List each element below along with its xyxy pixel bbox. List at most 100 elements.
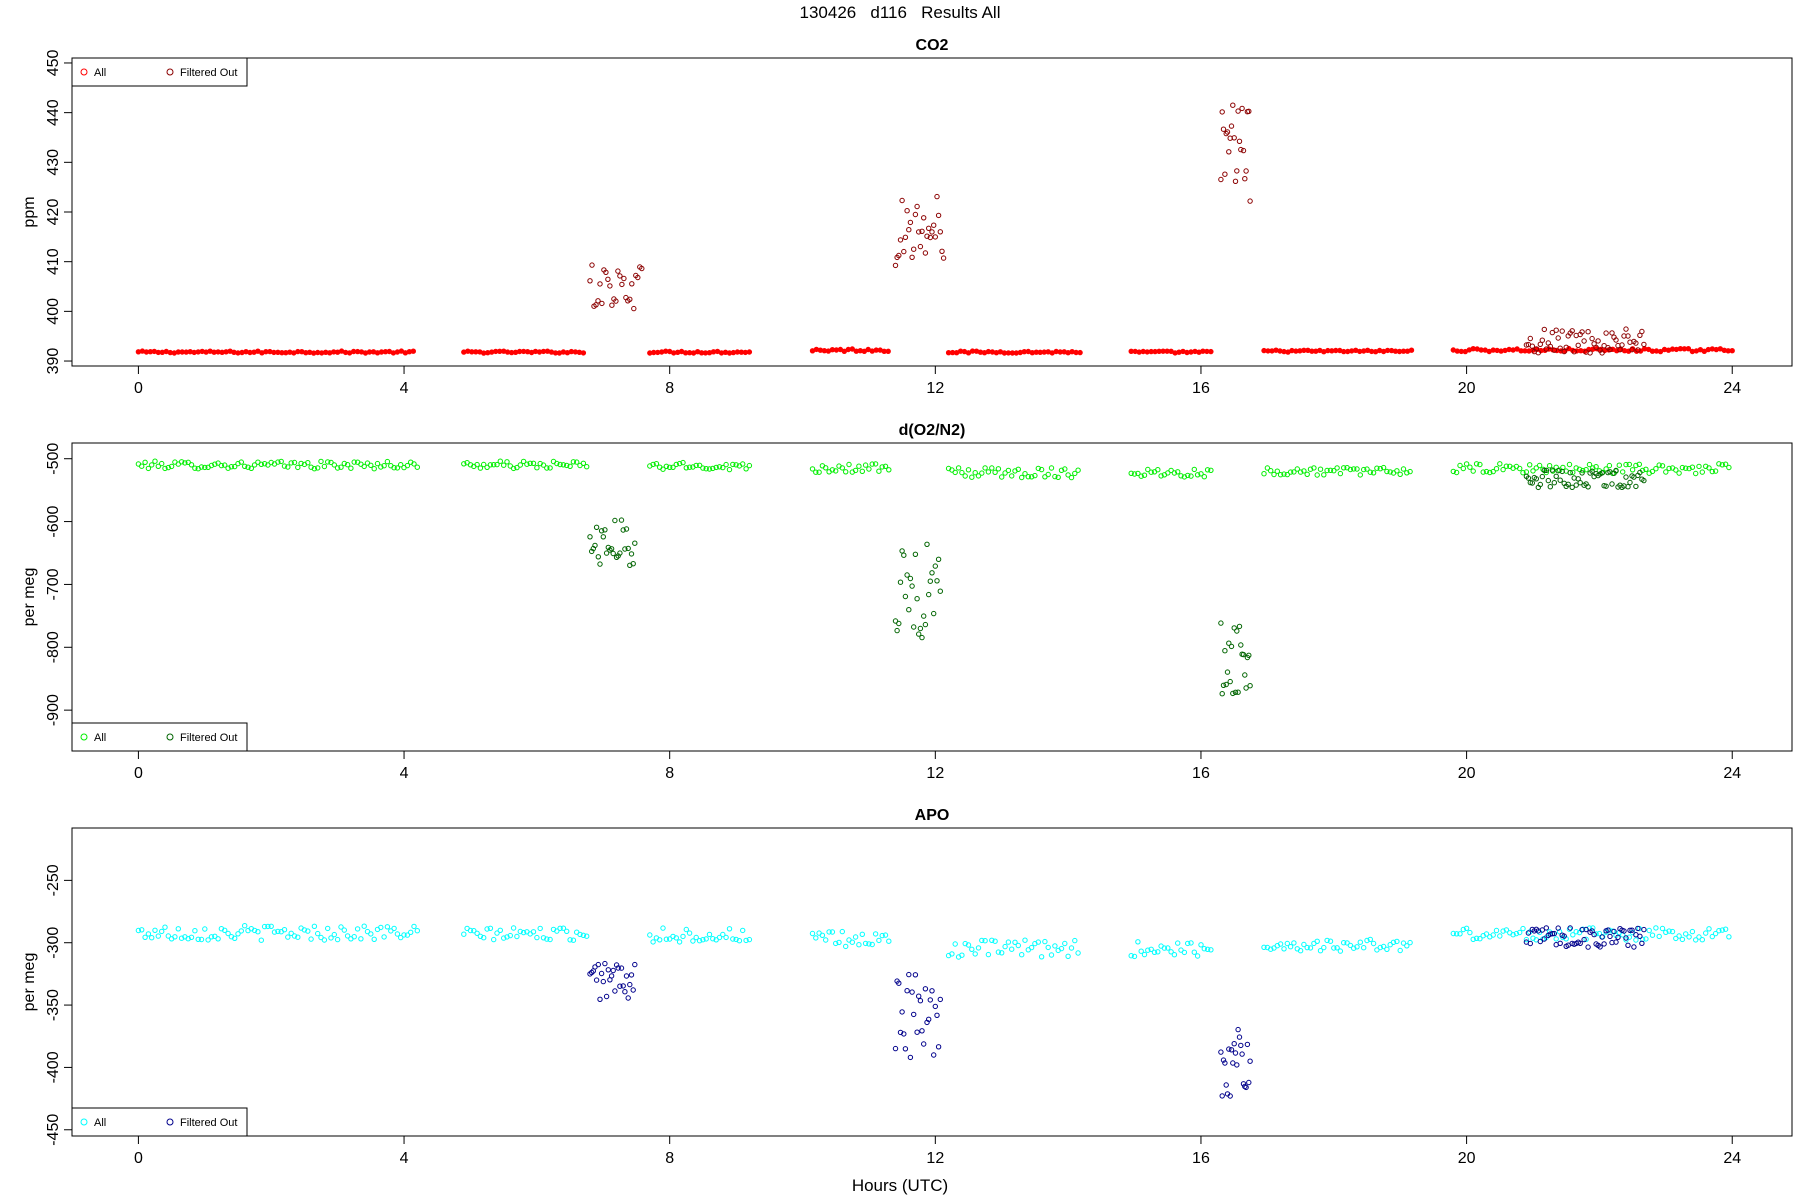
data-point-filtered (922, 986, 929, 992)
data-point-all (1722, 461, 1729, 467)
data-point-all (819, 932, 826, 938)
y-axis-label: per meg (21, 568, 38, 627)
data-point-all (1155, 949, 1161, 955)
data-point-all (278, 458, 284, 465)
data-point-all (198, 464, 205, 470)
data-point-filtered (1605, 927, 1611, 933)
data-point-filtered (632, 540, 638, 546)
data-point-filtered (1583, 926, 1589, 933)
data-point-filtered (1232, 689, 1239, 695)
data-point-all (202, 926, 208, 932)
data-point-all (185, 936, 191, 942)
data-point-all (1019, 952, 1025, 958)
data-point-all (1683, 931, 1689, 937)
data-point-filtered (631, 305, 637, 312)
data-point-all (1281, 946, 1287, 952)
data-point-all (746, 462, 753, 469)
data-point-filtered (912, 972, 919, 978)
data-point-all (683, 465, 689, 471)
data-point-all (829, 467, 836, 473)
data-point-all (1706, 465, 1712, 471)
data-point-filtered (597, 561, 603, 567)
data-point-all (1477, 936, 1483, 942)
data-point-all (584, 464, 590, 470)
data-point-all (995, 949, 1002, 955)
data-point-all (879, 464, 885, 470)
y-tick-label: -300 (45, 927, 62, 959)
data-point-filtered (597, 281, 603, 287)
data-point-all (667, 936, 673, 942)
data-point-all (378, 464, 384, 470)
data-point-filtered (1633, 340, 1639, 346)
data-point-all (746, 349, 753, 355)
data-point-filtered (622, 546, 628, 552)
data-point-all (1699, 937, 1706, 943)
data-point-all (1653, 466, 1659, 472)
data-point-filtered (926, 591, 932, 598)
data-point-all (477, 465, 484, 471)
data-point-filtered (926, 1016, 932, 1022)
data-point-all (726, 926, 733, 932)
data-point-filtered (1218, 1049, 1224, 1055)
data-point-all (1307, 466, 1314, 472)
data-point-all (1473, 461, 1480, 467)
data-point-all (1623, 461, 1629, 468)
data-point-all (660, 925, 666, 931)
data-point-filtered (1637, 933, 1643, 939)
data-point-filtered (937, 229, 943, 235)
data-point-all (995, 466, 1002, 472)
data-point-all (288, 460, 294, 466)
data-point-filtered (926, 225, 932, 232)
data-point-filtered (927, 578, 933, 584)
data-point-all (1135, 939, 1141, 945)
data-point-filtered (603, 550, 610, 556)
data-point-filtered (1599, 934, 1605, 940)
data-point-filtered (1553, 327, 1559, 333)
data-point-all (514, 464, 520, 471)
data-point-filtered (1611, 928, 1617, 935)
data-point-all (1314, 938, 1320, 944)
data-point-filtered (1589, 468, 1595, 474)
data-point-all (680, 933, 686, 940)
data-point-filtered (1230, 102, 1236, 108)
data-point-all (1626, 461, 1633, 468)
data-point-all (1380, 464, 1387, 471)
data-point-all (215, 460, 221, 466)
legend-entry: Filtered Out (180, 67, 237, 79)
data-point-all (872, 461, 879, 467)
data-point-all (331, 931, 337, 938)
data-point-filtered (1539, 337, 1546, 343)
data-point-all (1178, 473, 1184, 479)
data-point-all (1657, 348, 1664, 355)
data-point-all (1387, 469, 1393, 475)
data-point-all (1706, 926, 1712, 932)
data-point-all (1168, 467, 1174, 474)
data-point-all (1606, 462, 1613, 469)
data-point-all (222, 927, 228, 933)
x-tick-label: 16 (1192, 1150, 1210, 1167)
data-point-filtered (934, 1012, 940, 1018)
data-point-all (1138, 473, 1144, 479)
legend-entry: All (94, 1117, 106, 1129)
data-point-filtered (623, 973, 630, 979)
data-point-all (1208, 467, 1214, 473)
data-point-all (1058, 467, 1065, 473)
data-point-all (175, 926, 182, 932)
data-point-all (650, 461, 656, 468)
data-point-all (394, 931, 401, 937)
data-point-filtered (1236, 1034, 1243, 1040)
data-point-all (168, 463, 175, 470)
data-point-filtered (623, 526, 630, 532)
data-point-all (1072, 937, 1078, 944)
data-point-all (361, 923, 367, 929)
data-point-filtered (892, 1045, 899, 1052)
data-point-all (1141, 951, 1148, 958)
data-point-filtered (901, 1031, 907, 1037)
data-point-all (1317, 466, 1324, 472)
data-point-all (261, 461, 268, 467)
data-point-all (1175, 469, 1181, 475)
data-point-all (1570, 932, 1576, 938)
data-point-all (540, 462, 547, 468)
data-point-all (1404, 470, 1410, 476)
